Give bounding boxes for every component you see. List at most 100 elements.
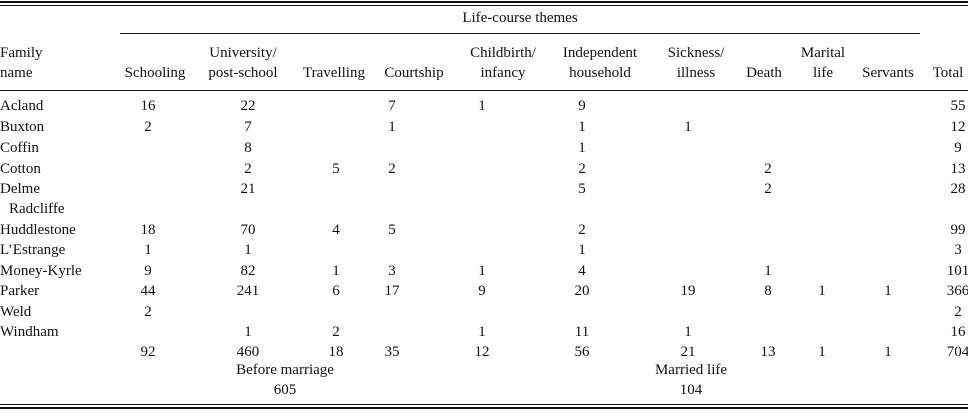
column-header-illness-line1: Sickness/ — [667, 45, 725, 61]
cell-post-school: 1 — [244, 242, 252, 258]
total-total: 704 — [946, 344, 968, 360]
column-header-courtship: Courtship — [384, 65, 444, 81]
family-name: Buxton — [0, 119, 45, 135]
married-life-value: 104 — [679, 382, 703, 398]
header-rule — [0, 90, 968, 91]
cell-schooling: 44 — [140, 283, 156, 299]
cell-post-school: 82 — [240, 263, 256, 279]
cell-household: 9 — [578, 98, 586, 114]
cell-travelling: 5 — [332, 161, 340, 177]
row-header-line2: name — [0, 65, 33, 81]
cell-total: 9 — [954, 140, 962, 156]
before-marriage-value: 605 — [273, 382, 297, 398]
cell-household: 4 — [578, 263, 586, 279]
cell-travelling: 4 — [332, 222, 340, 238]
cell-infancy: 9 — [478, 283, 486, 299]
group-header-rule — [120, 33, 920, 34]
cell-total: 366 — [946, 283, 968, 299]
cell-travelling: 6 — [332, 283, 340, 299]
family-name: L’Estrange — [0, 242, 66, 258]
before-marriage-label: Before marriage — [236, 362, 334, 378]
cell-total: 2 — [954, 304, 962, 320]
cell-courtship: 3 — [388, 263, 396, 279]
cell-courtship: 5 — [388, 222, 396, 238]
cell-illness: 1 — [684, 119, 692, 135]
cell-post-school: 8 — [244, 140, 252, 156]
cell-schooling: 16 — [140, 98, 156, 114]
cell-post-school: 70 — [240, 222, 256, 238]
cell-courtship: 17 — [384, 283, 400, 299]
cell-schooling: 18 — [140, 222, 156, 238]
column-header-infancy: infancy — [480, 65, 526, 81]
cell-infancy: 1 — [478, 263, 486, 279]
cell-schooling: 2 — [144, 304, 152, 320]
cell-death: 2 — [764, 161, 772, 177]
cell-household: 2 — [578, 222, 586, 238]
cell-schooling: 2 — [144, 119, 152, 135]
row-header-line1: Family — [0, 45, 43, 61]
cell-household: 1 — [578, 119, 586, 135]
total-illness: 21 — [680, 344, 696, 360]
family-name: Huddlestone — [0, 222, 76, 238]
cell-travelling: 1 — [332, 263, 340, 279]
cell-total: 13 — [950, 161, 966, 177]
cell-schooling: 9 — [144, 263, 152, 279]
column-header-household: household — [569, 65, 631, 81]
cell-travelling: 2 — [332, 324, 340, 340]
column-header-travelling: Travelling — [303, 65, 365, 81]
cell-total: 28 — [950, 181, 966, 197]
column-header-illness: illness — [676, 65, 716, 81]
cell-household: 20 — [574, 283, 590, 299]
cell-servants: 1 — [884, 283, 892, 299]
family-name: Acland — [0, 98, 44, 114]
family-name: Weld — [0, 304, 32, 320]
cell-illness: 1 — [684, 324, 692, 340]
column-header-total: Total — [932, 65, 964, 81]
family-name: Parker — [0, 283, 40, 299]
cell-courtship: 2 — [388, 161, 396, 177]
column-header-infancy-line1: Childbirth/ — [470, 45, 536, 61]
cell-post-school: 21 — [240, 181, 256, 197]
group-header: Life-course themes — [462, 10, 578, 26]
total-household: 56 — [574, 344, 590, 360]
column-header-life: life — [813, 65, 833, 81]
cell-death: 1 — [764, 263, 772, 279]
cell-post-school: 7 — [244, 119, 252, 135]
family-name: Windham — [0, 324, 59, 340]
cell-courtship: 7 — [388, 98, 396, 114]
total-courtship: 35 — [384, 344, 400, 360]
cell-courtship: 1 — [388, 119, 396, 135]
total-life: 1 — [818, 344, 826, 360]
cell-household: 11 — [574, 324, 590, 340]
column-header-death: Death — [746, 65, 782, 81]
cell-post-school: 22 — [240, 98, 256, 114]
cell-death: 8 — [764, 283, 772, 299]
cell-death: 2 — [764, 181, 772, 197]
cell-infancy: 1 — [478, 324, 486, 340]
cell-total: 16 — [950, 324, 966, 340]
cell-schooling: 1 — [144, 242, 152, 258]
total-travelling: 18 — [328, 344, 344, 360]
total-schooling: 92 — [140, 344, 156, 360]
cell-total: 12 — [950, 119, 966, 135]
cell-household: 5 — [578, 181, 586, 197]
column-header-servants: Servants — [862, 65, 914, 81]
family-name-continuation: Radcliffe — [9, 201, 65, 217]
column-header-life-line1: Marital — [800, 45, 846, 61]
cell-household: 1 — [578, 140, 586, 156]
cell-household: 1 — [578, 242, 586, 258]
cell-infancy: 1 — [478, 98, 486, 114]
family-name: Cotton — [0, 161, 41, 177]
column-header-household-line1: Independent — [562, 45, 638, 61]
top-rule-thick — [0, 1, 968, 3]
cell-household: 2 — [578, 161, 586, 177]
total-infancy: 12 — [474, 344, 490, 360]
cell-total: 99 — [950, 222, 966, 238]
married-life-label: Married life — [654, 362, 728, 378]
top-rule-thin — [0, 5, 968, 6]
cell-illness: 19 — [680, 283, 696, 299]
total-servants: 1 — [884, 344, 892, 360]
column-header-post-school-line1: University/ — [209, 45, 277, 61]
cell-total: 3 — [954, 242, 962, 258]
family-name: Coffin — [0, 140, 39, 156]
